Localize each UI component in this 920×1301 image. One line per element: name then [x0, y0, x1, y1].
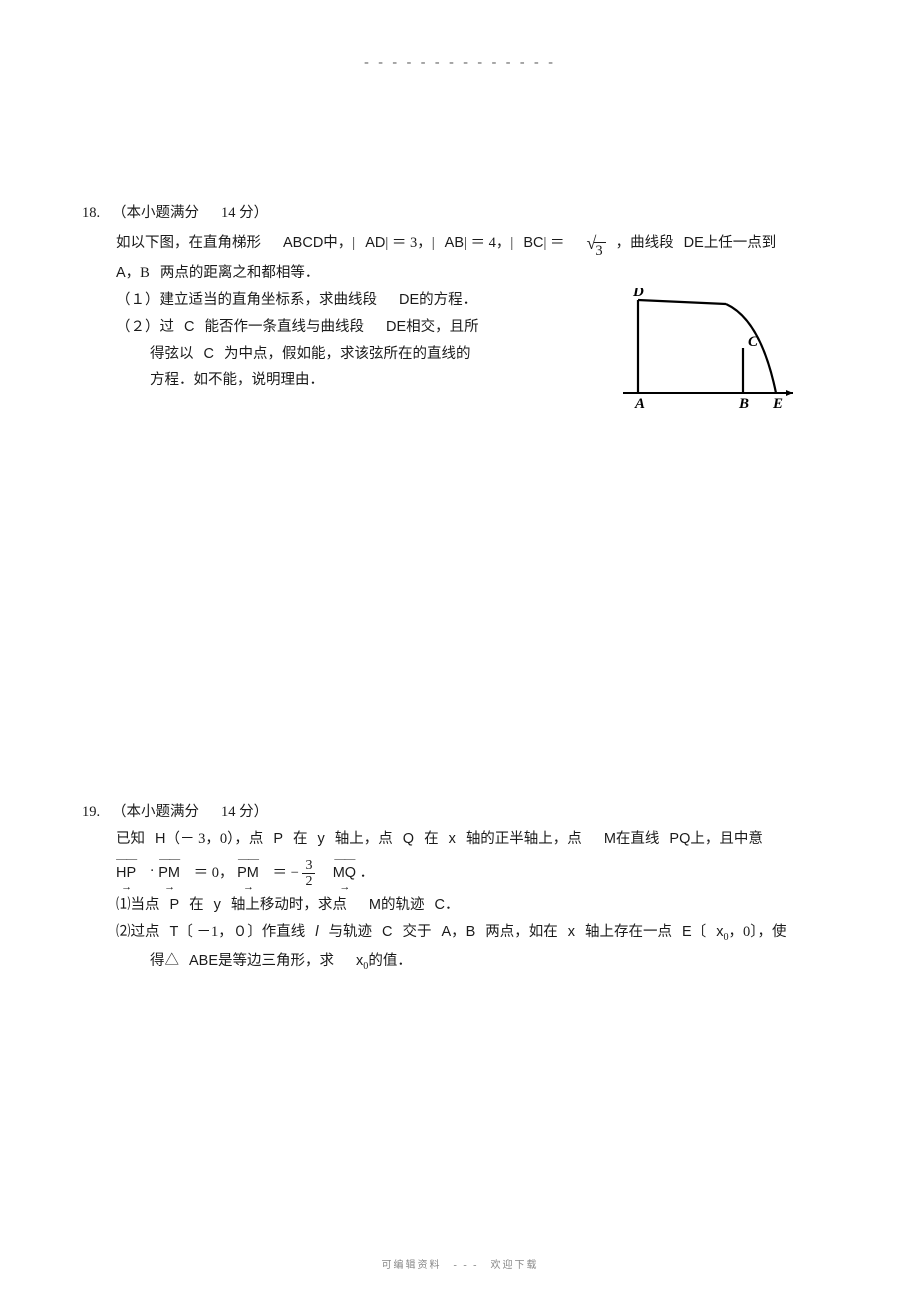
- trapezoid-svg: D C A B E: [618, 288, 798, 413]
- q18-intro-line2: A，B两点的距离之和都相等．: [82, 260, 842, 287]
- q18-intro-line1: 如以下图，在直角梯形ABCD中，|AD| ＝ 3，|AB| ＝ 4，|BC| ＝…: [82, 227, 842, 260]
- q19-part2-l2: 得△ABE是等边三角形，求x0的值．: [82, 948, 842, 977]
- q18-score: （本小题满分14 分）: [112, 200, 268, 227]
- vector-hp: ——→HP: [116, 855, 136, 893]
- q18-header: 18. （本小题满分14 分）: [82, 200, 842, 227]
- vector-pm2: ——→PM: [237, 855, 259, 893]
- vector-mq: ——→MQ: [333, 855, 356, 893]
- q19-score: （本小题满分14 分）: [112, 799, 268, 826]
- label-d: D: [632, 288, 644, 300]
- label-a: A: [634, 396, 645, 412]
- q19-header: 19. （本小题满分14 分）: [82, 799, 842, 826]
- q19-part2-l1: ⑵过点T〔 －1，０〕作直线l与轨迹C交于A，B两点，如在x轴上存在一点E〔x0…: [82, 919, 842, 948]
- header-dashes: - - - - - - - - - - - - - -: [0, 55, 920, 71]
- q19-part1: ⑴当点P在y轴上移动时，求点M的轨迹C．: [82, 892, 842, 919]
- fraction-3-2: 32: [302, 858, 315, 890]
- label-e: E: [772, 396, 783, 412]
- q19-intro: 已知H（－ 3，0），点P在y轴上，点Q在x轴的正半轴上，点M在直线PQ上，且中…: [82, 826, 842, 853]
- q18-diagram: D C A B E: [618, 288, 798, 418]
- spacer: [82, 394, 842, 799]
- q19-equation: ——→HP · ——→PM ＝ 0， ——→PM ＝ − 32 ——→MQ ．: [82, 853, 842, 893]
- label-b: B: [738, 396, 749, 412]
- q18-number: 18.: [82, 200, 112, 227]
- q19-number: 19.: [82, 799, 112, 826]
- sqrt-3: √3: [587, 227, 606, 260]
- vector-pm1: ——→PM: [158, 855, 180, 893]
- page-footer: 可编辑资料 - - - 欢迎下载: [0, 1256, 920, 1271]
- label-c: C: [748, 334, 759, 350]
